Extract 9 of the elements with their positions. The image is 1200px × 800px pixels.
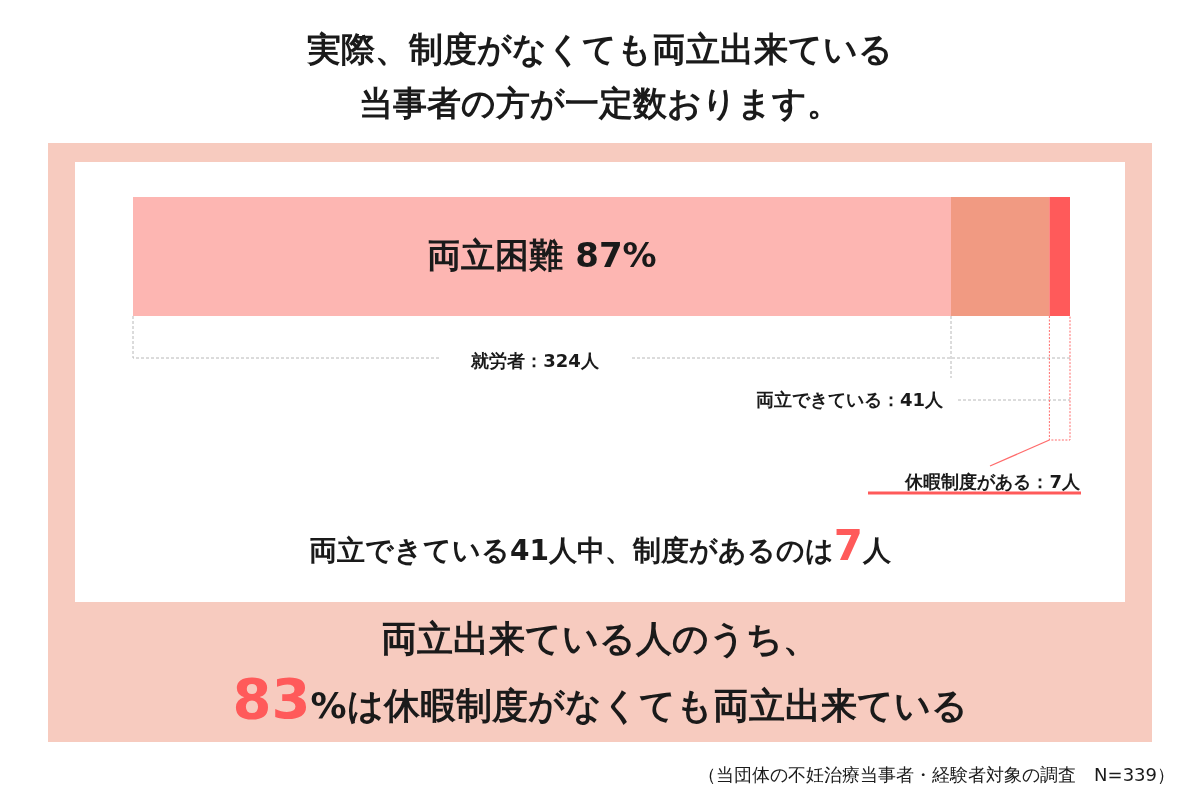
- text: 83%は休暇制度がなくても両立出来ている: [232, 666, 968, 731]
- text: 就労者：324人: [470, 350, 600, 371]
- annotation: 両立困難 87%: [427, 234, 657, 275]
- text: （当団体の不妊治療当事者・経験者対象の調査 N=339）: [698, 764, 1175, 785]
- chart-title: 実際、制度がなくても両立出来ている当事者の方が一定数おります。: [306, 29, 893, 123]
- text: 両立できている：41人: [755, 389, 944, 410]
- text: 両立できている41人中、制度があるのは7人: [308, 521, 893, 570]
- text: 休暇制度がある：7人: [904, 471, 1081, 492]
- text: 両立出来ている人のうち、: [381, 618, 819, 659]
